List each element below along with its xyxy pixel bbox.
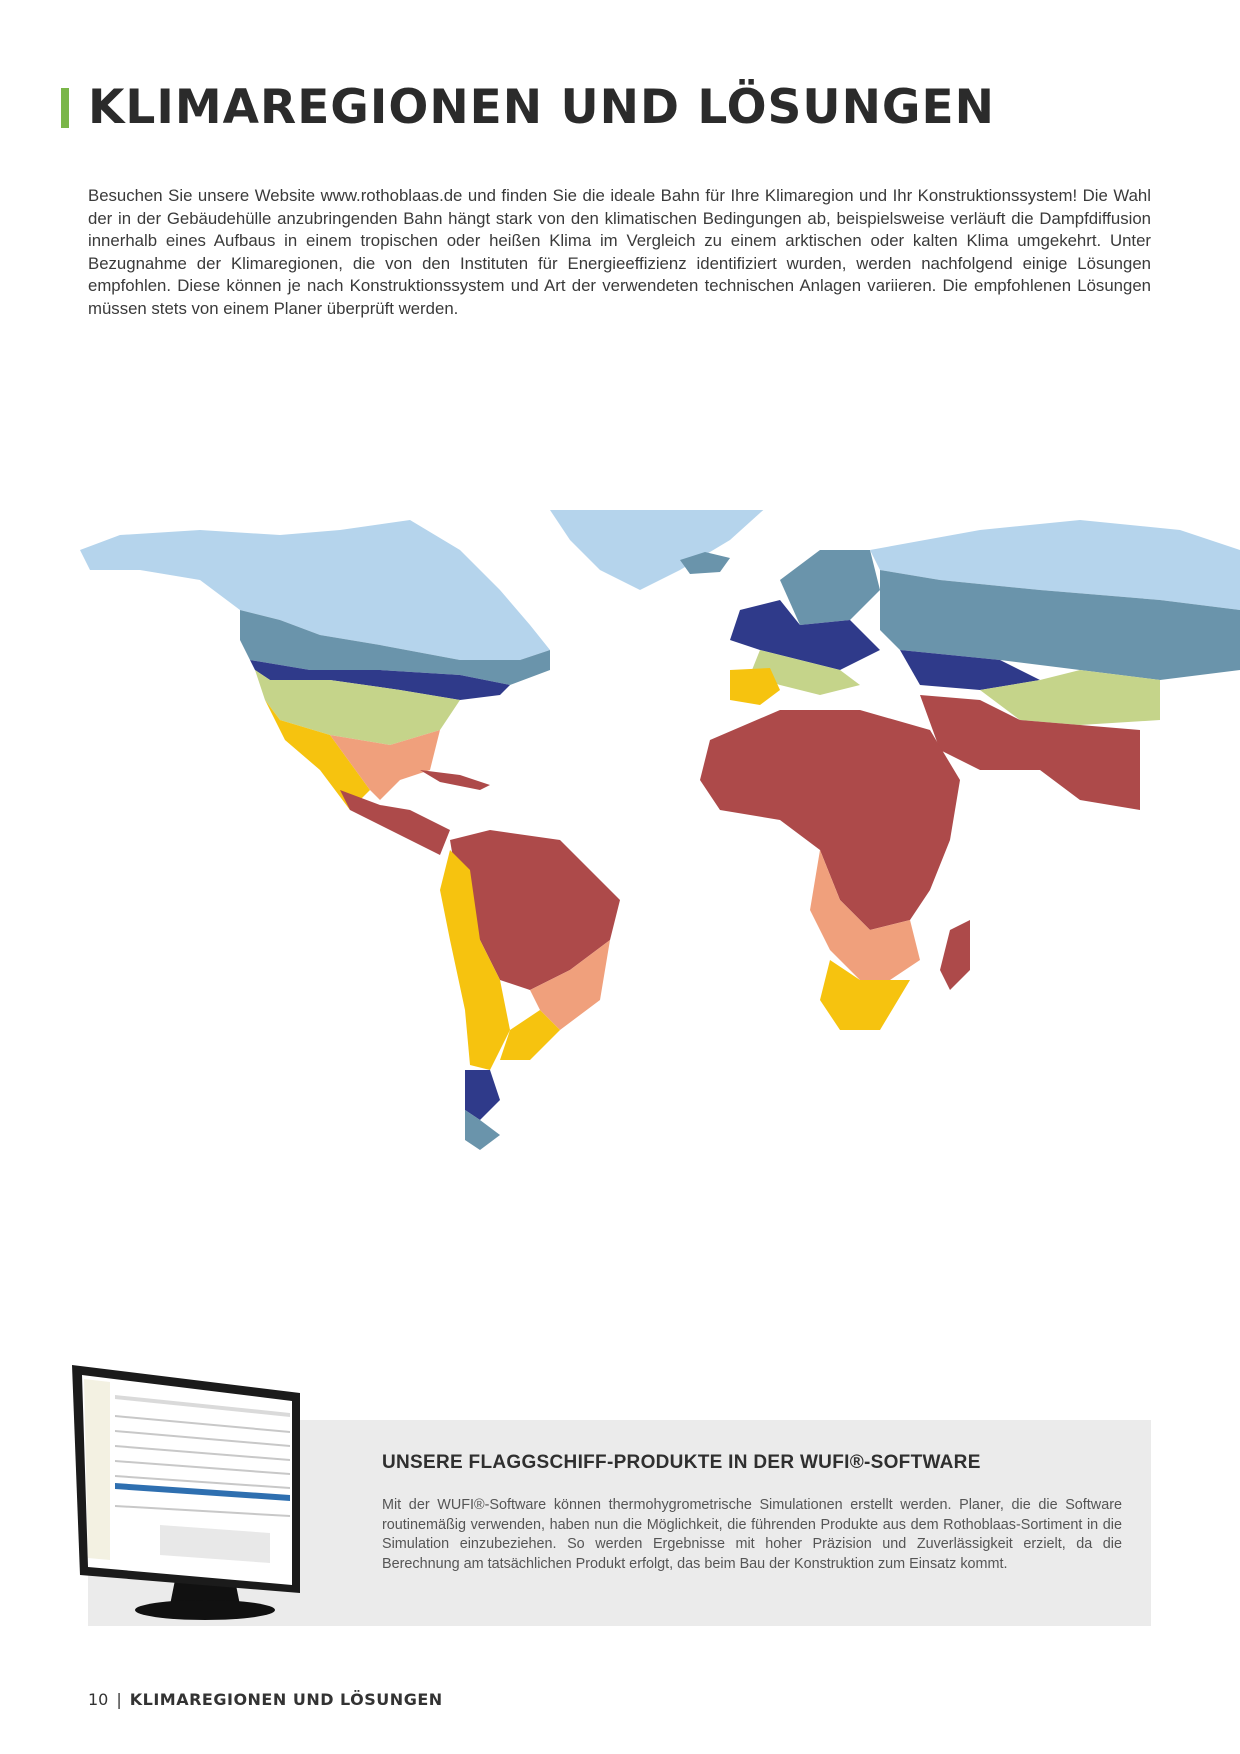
north-america-cool-humid [250, 660, 510, 700]
asia-cold [880, 570, 1240, 680]
africa-hot-dry [820, 960, 910, 1030]
asia-mixed [980, 670, 1160, 725]
climate-world-map [80, 510, 1240, 1150]
scandinavia-cold [780, 550, 880, 625]
greenland [550, 510, 764, 590]
north-america-arctic [80, 520, 550, 660]
title-accent-bar [61, 88, 69, 128]
wufi-heading: UNSERE FLAGGSCHIFF-PRODUKTE IN DER WUFI®… [382, 1452, 981, 1473]
asia-arctic [870, 520, 1240, 610]
footer-section-label: KLIMAREGIONEN UND LÖSUNGEN [129, 1690, 443, 1709]
south-america-tropical [450, 830, 620, 990]
south-america-cool-humid [465, 1070, 500, 1120]
north-america-warm-humid [330, 730, 440, 800]
intro-paragraph: Besuchen Sie unsere Website www.rothobla… [88, 186, 1151, 318]
page-number: 10 [88, 1690, 109, 1709]
iberia-hot-dry [730, 668, 780, 705]
caribbean-tropical [420, 770, 490, 790]
africa-tropical [700, 710, 960, 930]
iceland [680, 552, 730, 574]
south-america-cold [465, 1110, 500, 1150]
wufi-text: Mit der WUFI®-Software können thermohygr… [382, 1497, 1122, 1572]
asia-cool-humid [900, 650, 1040, 690]
south-america-hot-dry [440, 850, 510, 1070]
footer-separator: | [116, 1690, 122, 1709]
europe-cool-humid [730, 600, 880, 670]
page-title: KLIMAREGIONEN UND LÖSUNGEN [88, 80, 995, 135]
south-america-warm-humid [530, 940, 610, 1030]
madagascar [940, 920, 970, 990]
africa-warm-humid [810, 850, 920, 980]
north-america-cold [240, 610, 550, 685]
central-america-tropical [340, 790, 450, 855]
north-america-mixed [255, 670, 460, 745]
asia-tropical [920, 695, 1140, 810]
north-america-hot-dry [265, 700, 370, 810]
monitor-image [72, 1365, 300, 1620]
page-footer: 10 | KLIMAREGIONEN UND LÖSUNGEN [88, 1690, 443, 1709]
europe-mixed [750, 650, 860, 695]
south-america-pampas [500, 1010, 560, 1060]
